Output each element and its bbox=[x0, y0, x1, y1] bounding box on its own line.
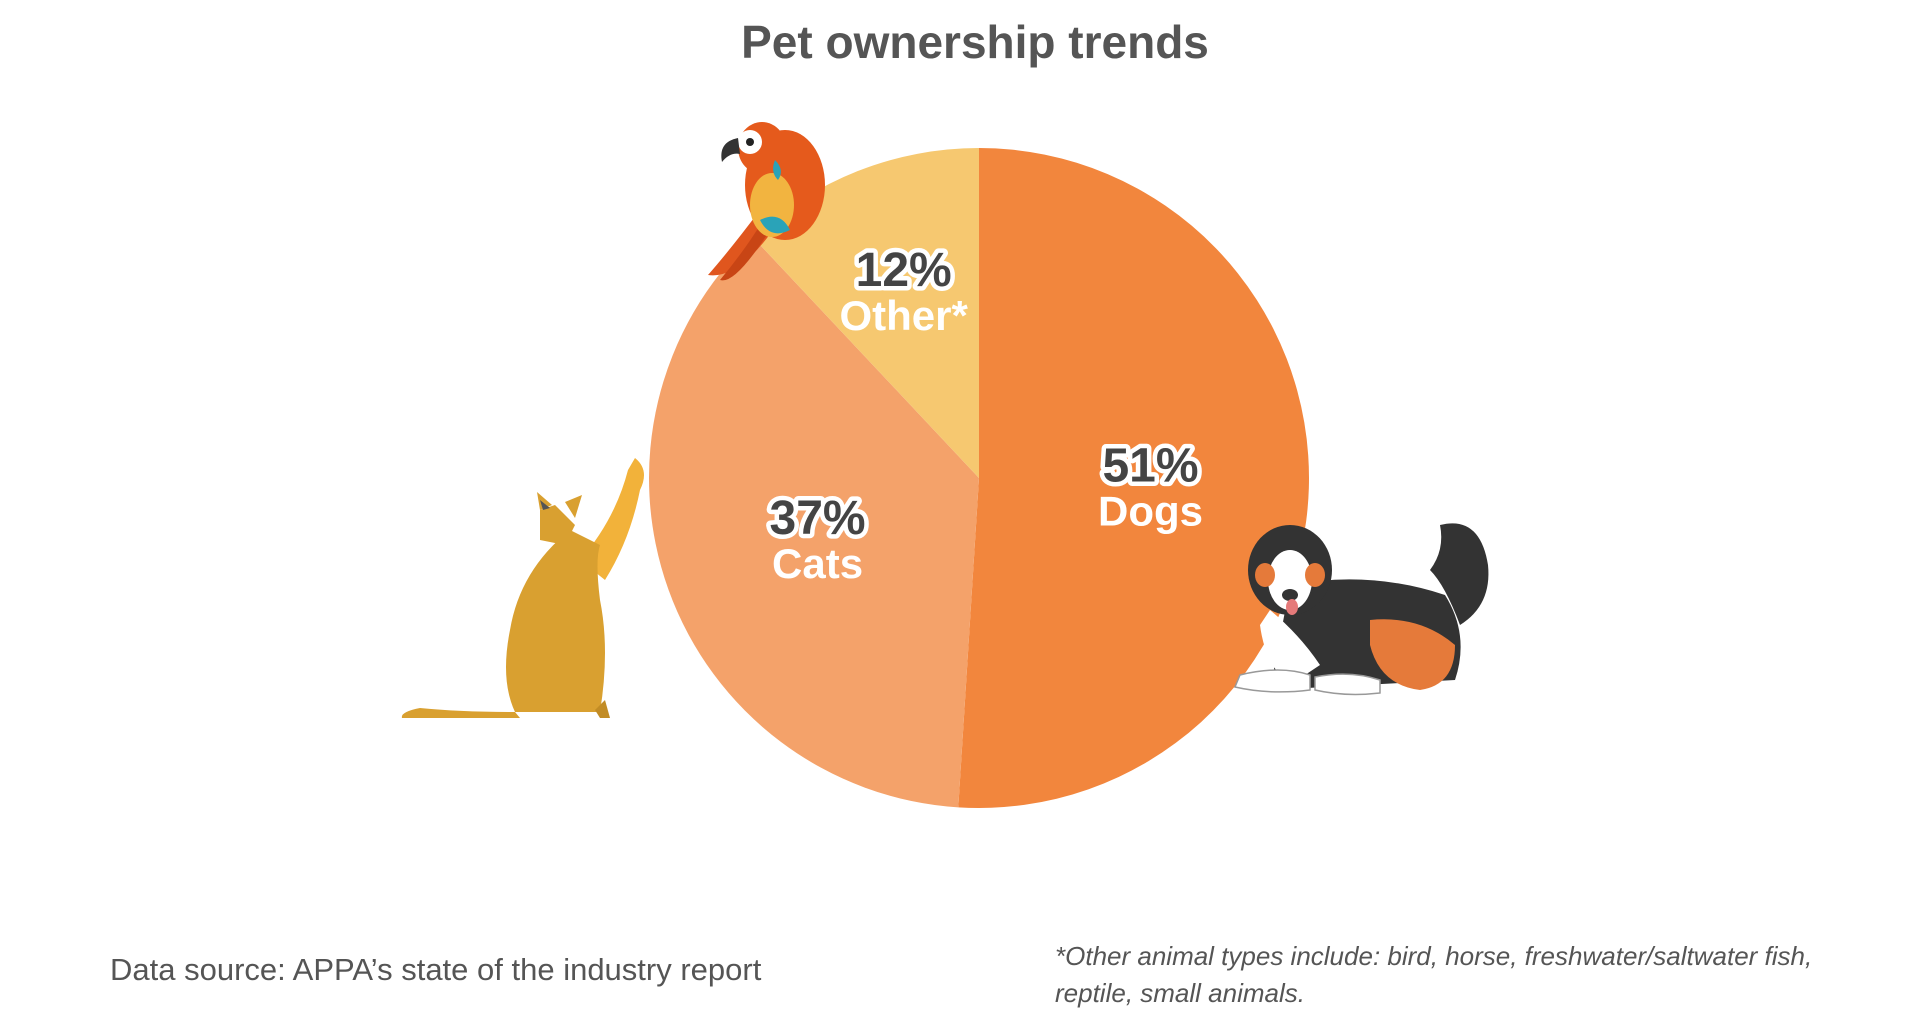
footnote-line-2: reptile, small animals. bbox=[1055, 978, 1305, 1008]
pie-slices bbox=[649, 148, 1310, 809]
slice-other-percent: 12% bbox=[856, 244, 952, 297]
slice-dogs-percent: 51% bbox=[1102, 439, 1198, 492]
pie-slice-cats bbox=[649, 237, 979, 808]
pie-slice-dogs bbox=[958, 148, 1310, 809]
chart-title: Pet ownership trends bbox=[741, 16, 1209, 68]
footnote-line-1: *Other animal types include: bird, horse… bbox=[1055, 941, 1812, 971]
parrot-illustration bbox=[708, 122, 825, 281]
dog-illustration bbox=[1233, 523, 1489, 696]
cat-illustration bbox=[401, 458, 644, 718]
pie-slice-other bbox=[753, 148, 979, 478]
slice-cats-percent: 37% bbox=[770, 492, 866, 545]
slice-cats-label: Cats bbox=[772, 540, 863, 587]
slice-other-label: Other* bbox=[840, 292, 969, 339]
data-source: Data source: APPA’s state of the industr… bbox=[110, 952, 762, 987]
slice-dogs-label: Dogs bbox=[1098, 487, 1203, 534]
